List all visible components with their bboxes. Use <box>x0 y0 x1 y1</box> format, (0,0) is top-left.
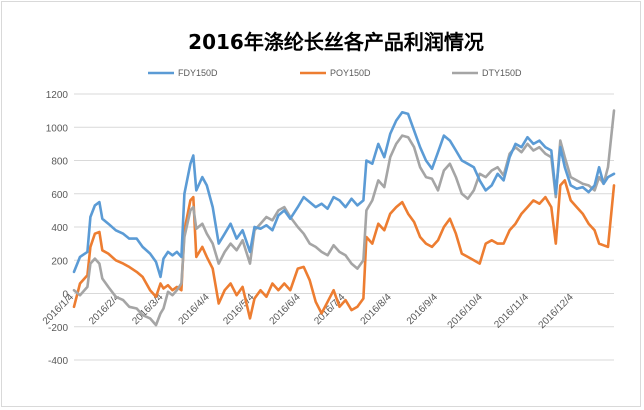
x-tick-label: 2016/11/4 <box>492 292 531 331</box>
legend-item-dty: DTY150D <box>452 68 522 78</box>
chart: 2016年涤纶长丝各产品利润情况 FDY150D POY150D DTY150D… <box>41 30 616 367</box>
y-tick-label: 1200 <box>46 90 69 101</box>
legend: FDY150D POY150D DTY150D <box>148 68 522 78</box>
gridlines <box>74 93 614 361</box>
chart-title: 2016年涤纶长丝各产品利润情况 <box>188 30 484 54</box>
y-tick-label: 600 <box>51 190 68 201</box>
x-tick-label: 2016/4/4 <box>177 292 213 328</box>
x-tick-label: 2016/9/4 <box>405 292 441 328</box>
series-line-poy150d <box>72 179 616 320</box>
legend-label-poy: POY150D <box>330 68 371 78</box>
x-tick-label: 2016/6/4 <box>268 292 304 328</box>
y-tick-label: 1000 <box>46 123 69 134</box>
legend-item-poy: POY150D <box>300 68 371 78</box>
x-tick-label: 2016/12/4 <box>537 292 577 332</box>
plot-area <box>72 109 616 327</box>
y-tick-label: -400 <box>48 356 68 367</box>
x-axis-ticks: 2016/1/4 2016/2/4 2016/3/4 2016/4/4 2016/5/4… <box>41 292 576 332</box>
y-tick-label: 400 <box>51 223 68 234</box>
y-tick-label: -200 <box>48 323 68 334</box>
y-tick-label: 0 <box>62 290 68 301</box>
legend-label-dty: DTY150D <box>482 68 522 78</box>
legend-label-fdy: FDY150D <box>178 68 218 78</box>
y-tick-label: 200 <box>51 256 68 267</box>
series-line-fdy150d <box>72 111 616 279</box>
y-tick-label: 800 <box>51 157 68 168</box>
series-line-dty150d <box>72 109 616 327</box>
y-axis-ticks: -400 -200 0 200 400 600 800 1000 1200 <box>46 90 69 367</box>
x-tick-label: 2016/10/4 <box>446 292 486 332</box>
legend-item-fdy: FDY150D <box>148 68 218 78</box>
